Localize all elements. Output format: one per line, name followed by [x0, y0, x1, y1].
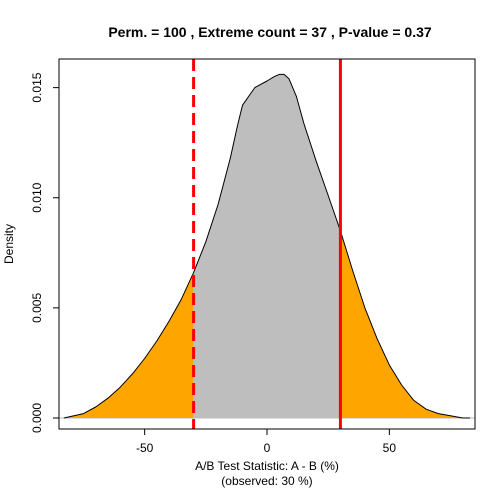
x-tick-label: -50: [136, 441, 154, 455]
y-axis-label: Density: [2, 224, 16, 264]
x-tick-label: 50: [383, 441, 397, 455]
plot-area: [59, 59, 475, 429]
y-tick-label: 0.015: [30, 72, 44, 102]
x-axis-label: A/B Test Statistic: A - B (%): [195, 459, 339, 473]
y-tick-label: 0.000: [30, 403, 44, 433]
left-tail-region: [63, 272, 194, 418]
y-axis: 0.000 0.005 0.010 0.015: [30, 72, 59, 433]
y-tick-label: 0.010: [30, 182, 44, 212]
y-tick-label: 0.005: [30, 293, 44, 323]
right-tail-region: [340, 230, 471, 418]
center-region: [193, 74, 341, 419]
x-tick-label: 0: [264, 441, 271, 455]
x-axis-sublabel: (observed: 30 %): [221, 474, 312, 488]
density-curve: [63, 73, 471, 419]
x-axis: -50 0 50: [136, 429, 396, 455]
chart-title: Perm. = 100 , Extreme count = 37 , P-val…: [108, 24, 432, 40]
